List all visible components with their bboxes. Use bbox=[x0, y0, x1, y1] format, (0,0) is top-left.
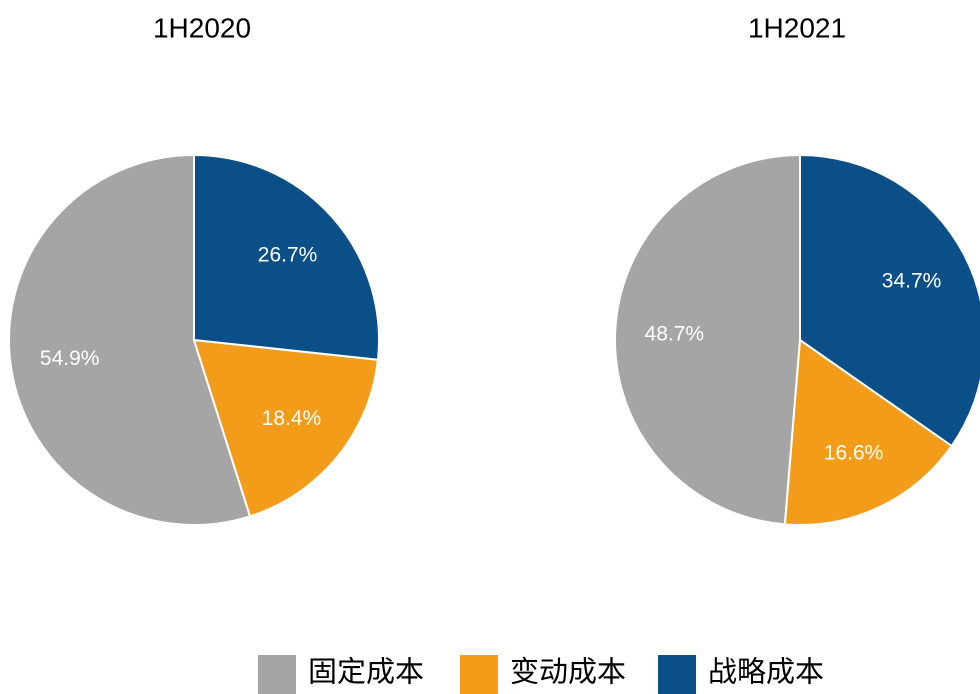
legend-label: 战略成本 bbox=[708, 656, 824, 689]
data-label: 16.6% bbox=[824, 441, 884, 464]
chart-title: 1H2020 bbox=[153, 12, 251, 43]
pie-slice bbox=[614, 153, 801, 526]
pie-slice bbox=[8, 153, 252, 526]
legend-swatch bbox=[258, 655, 296, 694]
data-label: 34.7% bbox=[882, 269, 942, 292]
pie-slice bbox=[799, 153, 980, 448]
legend-swatch bbox=[658, 655, 696, 694]
data-label: 48.7% bbox=[645, 322, 705, 345]
chart-title: 1H2021 bbox=[748, 12, 846, 43]
legend-swatch bbox=[460, 655, 498, 694]
legend-label: 变动成本 bbox=[510, 656, 626, 689]
pie-slice bbox=[192, 338, 380, 518]
pie-slice bbox=[783, 338, 954, 526]
data-label: 26.7% bbox=[258, 243, 318, 266]
data-label: 18.4% bbox=[262, 407, 322, 430]
pie-slice bbox=[193, 153, 380, 361]
data-label: 54.9% bbox=[40, 347, 100, 370]
legend-label: 固定成本 bbox=[308, 656, 424, 689]
